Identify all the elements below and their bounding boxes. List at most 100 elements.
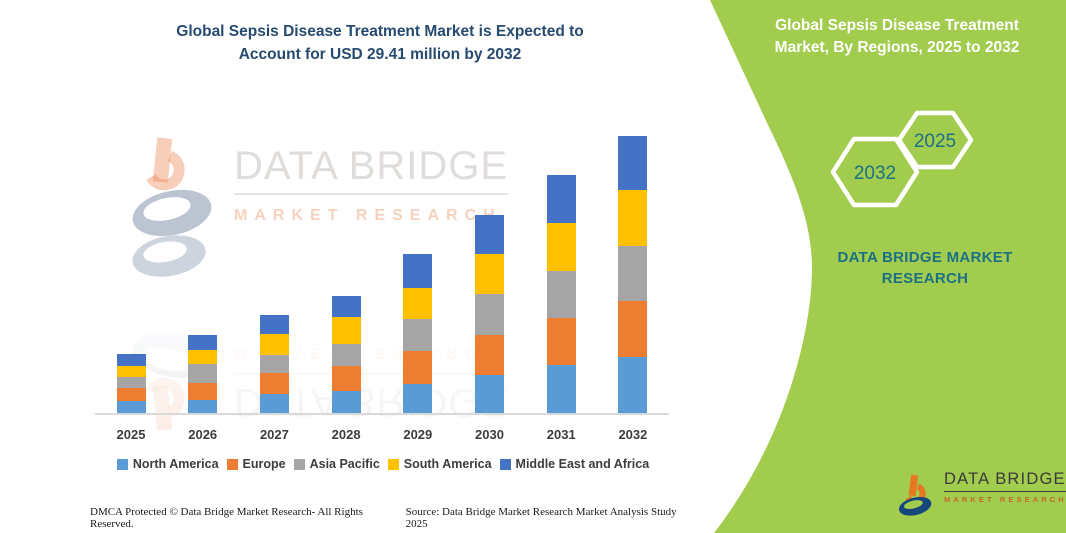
segment-middle-east-and-africa-2029 (403, 254, 433, 288)
legend-swatch-asia-pacific (293, 458, 305, 470)
segment-europe-2030 (475, 335, 505, 375)
side-panel-title: Global Sepsis Disease Treatment Market, … (744, 15, 1050, 59)
bar-slot-2026 (181, 334, 225, 413)
x-axis-label-2025: 2025 (116, 427, 146, 442)
page-title-line2: Account for USD 29.41 million by 2032 (238, 46, 522, 63)
segment-middle-east-and-africa-2031 (546, 175, 576, 223)
segment-south-america-2031 (546, 223, 576, 271)
footer-brand-texts: DATA BRIDGE MARKET RESEARCH (944, 470, 1066, 504)
legend-swatch-south-america (387, 458, 399, 470)
segment-south-america-2032 (618, 190, 648, 246)
hexagon-2025 (896, 110, 974, 170)
side-panel-title-line1: Global Sepsis Disease Treatment (775, 17, 1019, 34)
x-axis-label-2027: 2027 (259, 427, 289, 442)
legend-label-asia-pacific: Asia Pacific (309, 457, 380, 471)
stacked-bar-2025 (116, 354, 146, 413)
segment-europe-2029 (403, 351, 433, 384)
legend-item-europe: Europe (226, 457, 286, 471)
watermark-subtitle: MARKET RESEARCH (234, 207, 502, 224)
bar-slot-2032 (611, 135, 655, 413)
legend-label-europe: Europe (242, 457, 286, 471)
legend-swatch-europe (226, 458, 238, 470)
segment-asia-pacific-2031 (546, 271, 576, 318)
green-panel-shape (710, 0, 1066, 533)
stacked-bar-2028 (331, 296, 361, 413)
legend-item-asia-pacific: Asia Pacific (293, 457, 380, 471)
segment-middle-east-and-africa-2030 (475, 215, 505, 254)
segment-asia-pacific-2025 (116, 377, 146, 388)
stacked-bar-2032 (618, 135, 648, 413)
segment-north-america-2026 (188, 400, 218, 413)
x-axis-label-2029: 2029 (403, 427, 433, 442)
x-axis-label-2031: 2031 (546, 427, 576, 442)
hexagon-2032-label: 2032 (854, 163, 896, 184)
segment-north-america-2027 (259, 394, 289, 413)
page-title: Global Sepsis Disease Treatment Market i… (70, 20, 690, 66)
year-hexagons: 2032 2025 (830, 110, 974, 208)
x-axis-label-2032: 2032 (618, 427, 648, 442)
side-panel-brand-text: DATA BRIDGE MARKET RESEARCH (813, 247, 1037, 289)
bar-slot-2028 (324, 296, 368, 413)
side-panel-brand-line1: DATA BRIDGE MARKET (837, 249, 1013, 266)
stacked-bar-2026 (188, 334, 218, 413)
dbmr-logo-icon (898, 474, 932, 516)
bar-slot-2030 (468, 215, 512, 413)
segment-asia-pacific-2027 (259, 355, 289, 373)
bar-slot-2029 (396, 254, 440, 413)
stacked-bar-2030 (475, 215, 505, 413)
hexagon-2032 (830, 136, 920, 208)
footer-source: Source: Data Bridge Market Research Mark… (405, 506, 677, 530)
legend-item-middle-east-and-africa: Middle East and Africa (499, 457, 650, 471)
legend-item-north-america: North America (116, 457, 219, 471)
segment-south-america-2028 (331, 317, 361, 344)
page-title-line1: Global Sepsis Disease Treatment Market i… (176, 23, 584, 40)
x-axis-label-2030: 2030 (475, 427, 504, 442)
segment-north-america-2029 (403, 384, 433, 413)
segment-europe-2032 (618, 301, 648, 357)
footer: DMCA Protected © Data Bridge Market Rese… (90, 506, 698, 530)
segment-europe-2025 (116, 388, 146, 401)
side-panel-title-line2: Market, By Regions, 2025 to 2032 (774, 39, 1020, 56)
x-axis-label-2028: 2028 (331, 427, 361, 442)
bar-slot-2031 (539, 175, 583, 413)
footer-brand-name: DATA BRIDGE (944, 470, 1066, 492)
dbmr-logo-watermark-icon (132, 137, 212, 277)
legend-label-middle-east-and-africa: Middle East and Africa (515, 457, 650, 471)
legend-label-south-america: South America (403, 457, 492, 471)
segment-europe-2027 (259, 373, 289, 394)
segment-asia-pacific-2032 (618, 246, 648, 301)
x-axis-label-2026: 2026 (188, 427, 218, 442)
segment-asia-pacific-2026 (188, 363, 218, 383)
plot-area (95, 124, 669, 415)
footer-brand-block: DATA BRIDGE MARKET RESEARCH (896, 470, 1066, 520)
segment-north-america-2028 (331, 391, 361, 413)
side-panel-brand-line2: RESEARCH (881, 270, 969, 287)
segment-south-america-2027 (259, 334, 289, 355)
bar-slot-2025 (109, 354, 153, 413)
legend-label-north-america: North America (132, 457, 219, 471)
stacked-bar-2027 (259, 315, 289, 413)
segment-asia-pacific-2030 (475, 294, 505, 335)
segment-europe-2028 (331, 366, 361, 391)
segment-north-america-2025 (116, 401, 146, 413)
segment-asia-pacific-2029 (403, 319, 433, 351)
segment-europe-2031 (546, 318, 576, 365)
segment-middle-east-and-africa-2026 (188, 334, 218, 350)
legend: North America Europe Asia Pacific South Ame… (85, 457, 681, 471)
legend-swatch-north-america (116, 458, 128, 470)
hexagon-2025-label: 2025 (914, 131, 956, 152)
stacked-bar-2031 (546, 175, 576, 413)
segment-south-america-2030 (475, 254, 505, 294)
segment-south-america-2026 (188, 349, 218, 364)
segment-north-america-2032 (618, 357, 648, 413)
stacked-bar-2029 (403, 254, 433, 413)
legend-swatch-middle-east-and-africa (499, 458, 511, 470)
watermark-texts: DATA BRIDGE MARKET RESEARCH (234, 136, 509, 286)
watermark-title: DATA BRIDGE (234, 144, 509, 195)
watermark-content: DATA BRIDGE MARKET RESEARCH (124, 136, 509, 286)
footer-brand-tagline: MARKET RESEARCH (944, 495, 1066, 504)
x-axis-labels: 2025 2026 2027 2028 2029 2030 2031 2032 (95, 427, 669, 442)
legend-item-south-america: South America (387, 457, 492, 471)
segment-north-america-2030 (475, 375, 505, 413)
